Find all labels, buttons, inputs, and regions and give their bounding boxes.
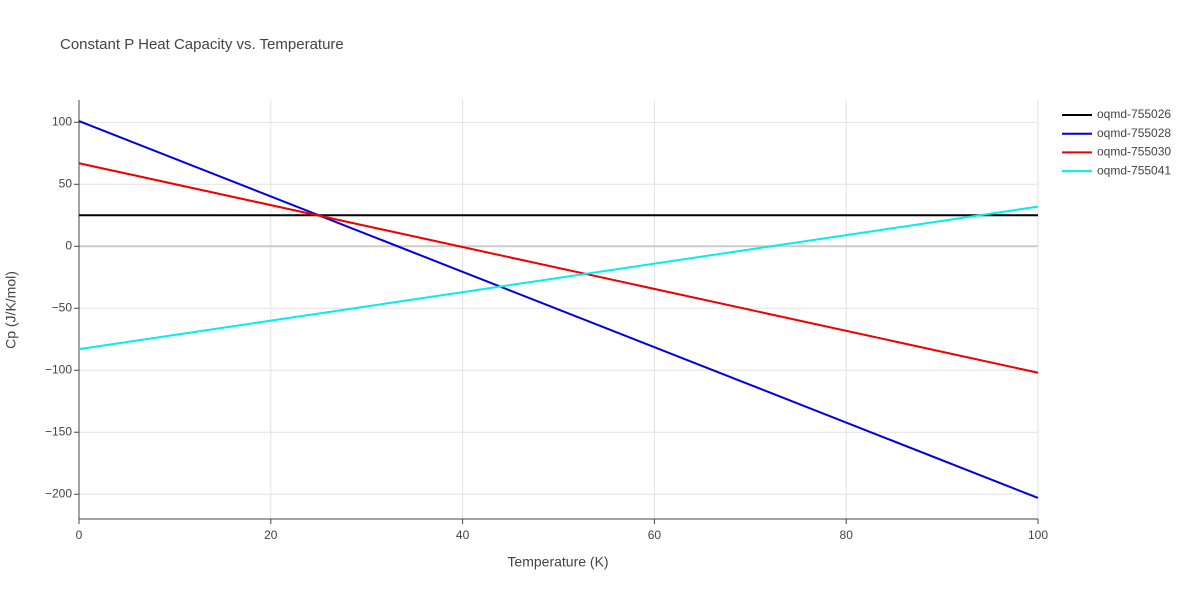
y-tick-label: −100 [45,362,72,376]
legend-label: oqmd-755026 [1097,107,1171,121]
x-tick-label: 100 [1028,528,1048,542]
y-tick-label: −150 [45,424,72,438]
legend-label: oqmd-755028 [1097,126,1171,140]
y-tick-label: −50 [52,300,73,314]
y-tick-label: −200 [45,486,72,500]
line-series [78,162,1039,374]
line-series [78,120,1039,499]
x-tick-label: 40 [456,528,470,542]
legend-label: oqmd-755041 [1097,163,1171,177]
legend-label: oqmd-755030 [1097,145,1171,159]
y-tick-label: 50 [59,176,73,190]
x-tick-label: 60 [648,528,662,542]
x-tick-label: 0 [76,528,83,542]
x-tick-label: 20 [264,528,278,542]
x-axis-title: Temperature (K) [507,554,608,570]
y-axis-title: Cp (J/K/mol) [3,271,19,349]
x-tick-label: 80 [840,528,854,542]
line-series [78,205,1039,351]
y-tick-label: 100 [52,114,72,128]
chart-title: Constant P Heat Capacity vs. Temperature [60,36,344,53]
y-tick-label: 0 [65,238,72,252]
